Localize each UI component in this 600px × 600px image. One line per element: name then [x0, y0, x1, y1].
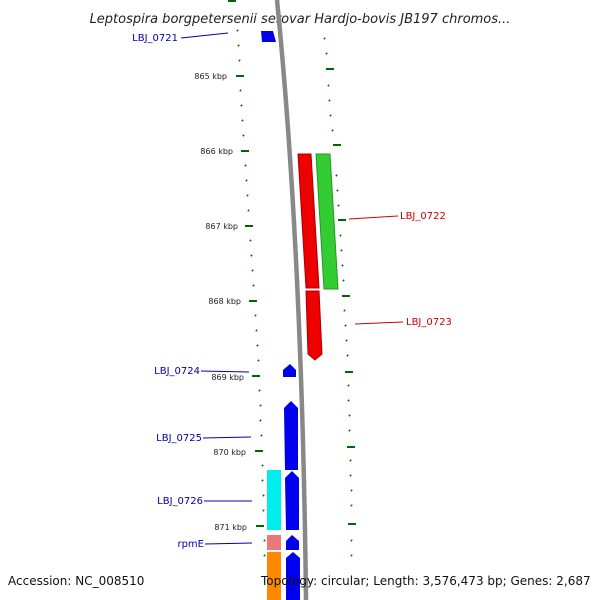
tick-label-871: 871 kbp: [214, 523, 247, 532]
gene-next-orange-bar[interactable]: [267, 552, 281, 600]
tick-label-867: 867 kbp: [205, 222, 238, 231]
accession-text: Accession: NC_008510: [8, 574, 145, 588]
gene-LBJ_0726-blue-bar[interactable]: [285, 471, 299, 530]
gene-label-rpmE[interactable]: rpmE: [177, 539, 204, 550]
tick-label-869: 869 kbp: [211, 373, 244, 382]
gene-rpmE-blue-bar[interactable]: [286, 535, 299, 550]
gene-label-LBJ_0721[interactable]: LBJ_0721: [132, 33, 178, 44]
tick-labels: 865 kbp 866 kbp 867 kbp 868 kbp 869 kbp …: [194, 72, 247, 532]
outer-dotted-ring: [323, 37, 353, 557]
gene-LBJ_0723-bar[interactable]: [305, 290, 323, 361]
gene-LBJ_0722-feature-bar[interactable]: [315, 153, 339, 290]
tick-label-868: 868 kbp: [208, 297, 241, 306]
topology-summary-text: Topology: circular; Length: 3,576,473 bp…: [261, 574, 591, 588]
gene-LBJ_0725-bar[interactable]: [284, 401, 298, 470]
gene-label-LBJ_0725[interactable]: LBJ_0725: [156, 433, 202, 444]
tick-label-865: 865 kbp: [194, 72, 227, 81]
gene-LBJ_0724-bar[interactable]: [283, 364, 296, 377]
gene-next-blue-bar[interactable]: [286, 552, 300, 600]
gene-labels: LBJ_0721 LBJ_0722 LBJ_0723 LBJ_0724 LBJ_…: [132, 33, 452, 550]
leader-lines: [180, 32, 404, 545]
map-title: Leptospira borgpetersenii serovar Hardjo…: [90, 12, 511, 27]
gene-label-LBJ_0723[interactable]: LBJ_0723: [406, 317, 452, 328]
gene-label-LBJ_0724[interactable]: LBJ_0724: [154, 366, 200, 377]
tick-label-866: 866 kbp: [200, 147, 233, 156]
gene-rpmE-pink-bar[interactable]: [267, 535, 281, 550]
tick-label-870: 870 kbp: [213, 448, 246, 457]
backbone-arc: [274, 0, 309, 600]
major-ticks: [228, 0, 356, 527]
gene-LBJ_0722-bar[interactable]: [297, 153, 320, 289]
inner-dotted-ring: [236, 29, 266, 557]
gene-label-LBJ_0726[interactable]: LBJ_0726: [157, 496, 203, 507]
gene-LBJ_0726-cyan-bar[interactable]: [267, 470, 281, 530]
gene-label-LBJ_0722[interactable]: LBJ_0722: [400, 211, 446, 222]
gene-LBJ_0721-bar[interactable]: [261, 31, 276, 42]
